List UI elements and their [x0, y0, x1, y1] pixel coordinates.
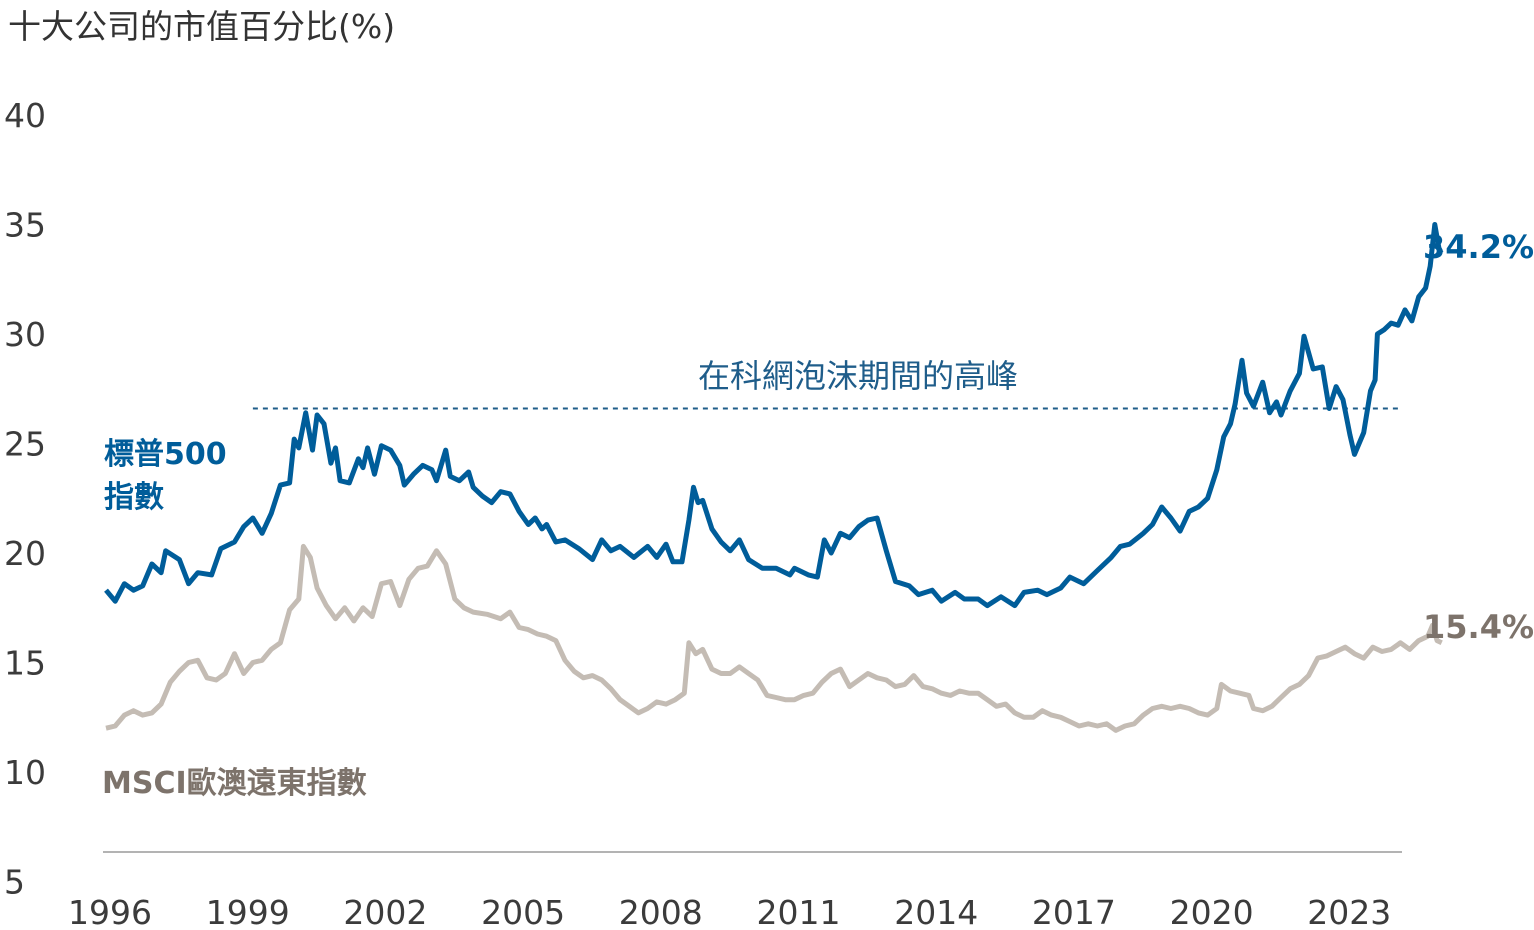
y-tick-label: 35	[4, 206, 46, 245]
x-tick-label: 2002	[343, 893, 427, 930]
y-axis-ticks: 40 35 30 25 20 15 10 5	[4, 96, 46, 902]
y-tick-label: 40	[4, 96, 46, 135]
sp500-end-label: 34.2%	[1423, 228, 1534, 266]
y-tick-label: 20	[4, 534, 46, 573]
x-tick-label: 2005	[481, 893, 565, 930]
x-tick-label: 1996	[68, 893, 152, 930]
chart-title: 十大公司的市值百分比(%)	[8, 7, 395, 46]
x-tick-label: 2011	[757, 893, 841, 930]
y-tick-label: 10	[4, 753, 46, 792]
x-tick-label: 2023	[1307, 893, 1391, 930]
x-tick-label: 2008	[619, 893, 703, 930]
msci-eafe-end-label: 15.4%	[1423, 608, 1534, 646]
dotcom-peak-label: 在科網泡沫期間的高峰	[698, 357, 1018, 395]
y-tick-label: 30	[4, 315, 46, 354]
x-tick-label: 2017	[1032, 893, 1116, 930]
y-tick-label: 25	[4, 425, 46, 464]
msci-eafe-series-line	[105, 543, 1443, 733]
x-axis-ticks: 1996 1999 2002 2005 2008 2011 2014 2017 2020 2023	[68, 893, 1391, 930]
sp500-series-line	[104, 222, 1444, 609]
y-tick-label: 5	[4, 863, 25, 902]
sp500-series-label-line2: 指數	[104, 480, 164, 515]
sp500-series-label-line1: 標普500	[104, 437, 227, 472]
y-tick-label: 15	[4, 644, 46, 683]
msci-eafe-series-label: MSCI歐澳遠東指數	[102, 766, 367, 801]
x-tick-label: 2020	[1170, 893, 1254, 930]
x-tick-label: 1999	[206, 893, 290, 930]
x-tick-label: 2014	[894, 893, 978, 930]
